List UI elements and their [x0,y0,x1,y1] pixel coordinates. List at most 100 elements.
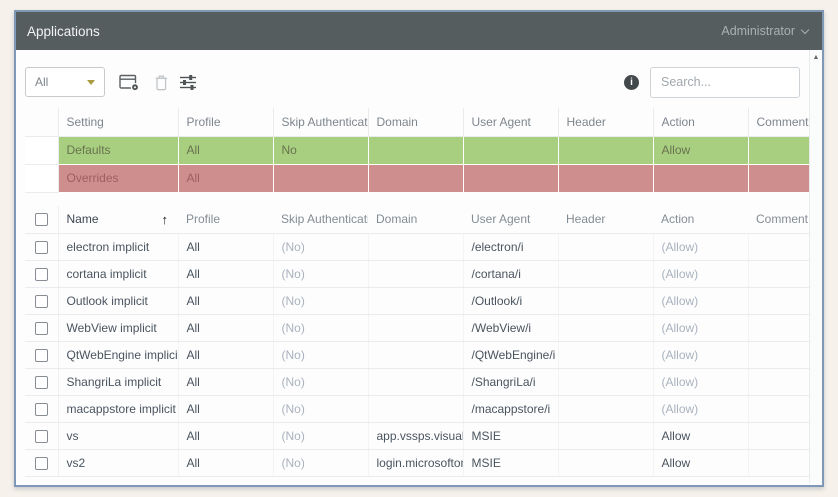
cell-setting: Defaults [58,136,179,165]
cell-domain [368,260,464,288]
column-header-header[interactable]: Header [558,108,654,137]
applications-table: Name ↑ Profile Skip Authentication Domai… [25,205,812,477]
cell-skip-authentication: (No) [273,395,369,423]
filter-select[interactable]: All [25,67,105,97]
header-lead-cell [25,108,59,137]
cell-user-agent: /Outlook/i [463,287,559,315]
user-menu-label: Administrator [721,24,795,38]
column-header-comment[interactable]: Comment [748,108,812,137]
cell-skip-authentication [273,164,369,192]
cell-user-agent: /WebView/i [463,314,559,342]
row-checkbox-cell [25,422,59,450]
column-header-profile[interactable]: Profile [178,108,274,137]
column-header-domain[interactable]: Domain [368,108,464,137]
cell-skip-authentication: (No) [273,260,369,288]
row-checkbox-cell [25,368,59,396]
cell-action: Allow [653,449,749,477]
cell-name: vs [58,422,179,450]
toolbar: All [25,60,800,104]
vertical-scrollbar[interactable]: ▲ [809,50,822,483]
row-checkbox[interactable] [34,349,48,363]
cell-header [558,368,654,396]
chevron-down-icon [800,25,810,34]
cell-name: Outlook implicit [58,287,179,315]
column-header-domain[interactable]: Domain [368,205,463,234]
cell-skip-authentication: (No) [273,314,369,342]
column-header-action[interactable]: Action [653,108,749,137]
column-header-user-agent[interactable]: User Agent [463,205,558,234]
row-checkbox[interactable] [34,241,48,255]
cell-header [558,164,654,192]
cell-comment [748,449,812,477]
cell-user-agent: MSIE [463,422,559,450]
cell-user-agent: /QtWebEngine/i [463,341,559,369]
cell-name: cortana implicit [58,260,179,288]
cell-action: (Allow) [653,233,749,261]
table-row[interactable]: electron implicit All (No) /electron/i (… [25,233,812,261]
cell-domain: app.vssps.visualst... [368,422,464,450]
defaults-row[interactable]: Defaults All No Allow [25,136,812,165]
info-icon[interactable]: i [624,74,639,90]
cell-domain [368,368,464,396]
cell-name: vs2 [58,449,179,477]
scroll-up-icon[interactable]: ▲ [812,54,820,61]
row-checkbox[interactable] [34,457,48,471]
row-checkbox[interactable] [34,322,48,336]
section-gap [25,193,800,206]
cell-profile: All [178,368,274,396]
column-header-action[interactable]: Action [653,205,748,234]
cell-comment [748,136,812,165]
add-application-icon[interactable] [119,73,140,92]
column-header-setting[interactable]: Setting [58,108,179,137]
cell-skip-authentication: (No) [273,233,369,261]
column-header-skip-authentication[interactable]: Skip Authentication [273,108,369,137]
table-row[interactable]: cortana implicit All (No) /cortana/i (Al… [25,260,812,288]
cell-action: (Allow) [653,395,749,423]
panel-body: All [16,50,822,483]
cell-user-agent: /electron/i [463,233,559,261]
cell-comment [748,395,812,423]
cell-name: WebView implicit [58,314,179,342]
cell-domain [368,287,464,315]
cell-header [558,287,654,315]
column-header-name[interactable]: Name ↑ [58,205,178,234]
row-checkbox[interactable] [34,403,48,417]
table-row[interactable]: macappstore implicit All (No) /macappsto… [25,395,812,423]
table-row[interactable]: vs2 All (No) login.microsoftonl... MSIE … [25,449,812,477]
cell-action: (Allow) [653,368,749,396]
filter-icon[interactable] [179,74,197,91]
search-input[interactable] [650,66,800,98]
cell-name: electron implicit [58,233,179,261]
sort-ascending-icon[interactable]: ↑ [161,211,169,227]
row-checkbox[interactable] [34,376,48,390]
cell-header [558,233,654,261]
row-checkbox[interactable] [34,295,48,309]
column-header-profile[interactable]: Profile [178,205,273,234]
column-header-skip-authentication[interactable]: Skip Authentication [273,205,368,234]
table-row[interactable]: WebView implicit All (No) /WebView/i (Al… [25,314,812,342]
cell-user-agent: /macappstore/i [463,395,559,423]
row-checkbox-cell [25,233,59,261]
select-all-checkbox[interactable] [34,213,48,227]
row-checkbox-cell [25,341,59,369]
cell-domain [368,395,464,423]
table-row[interactable]: Outlook implicit All (No) /Outlook/i (Al… [25,287,812,315]
cell-user-agent: /ShangriLa/i [463,368,559,396]
cell-comment [748,233,812,261]
column-header-header[interactable]: Header [558,205,653,234]
user-menu[interactable]: Administrator [721,24,810,38]
row-checkbox[interactable] [34,268,48,282]
cell-profile: All [178,422,274,450]
table-row[interactable]: ShangriLa implicit All (No) /ShangriLa/i… [25,368,812,396]
overrides-row[interactable]: Overrides All [25,164,812,193]
column-header-comment[interactable]: Comment [748,205,812,234]
column-header-user-agent[interactable]: User Agent [463,108,559,137]
cell-name: macappstore implicit [58,395,179,423]
delete-icon[interactable] [154,73,169,92]
row-checkbox[interactable] [34,430,48,444]
title-bar: Applications Administrator [16,12,822,50]
cell-profile: All [178,260,274,288]
table-row[interactable]: QtWebEngine implicit All (No) /QtWebEngi… [25,341,812,369]
table-row[interactable]: vs All (No) app.vssps.visualst... MSIE A… [25,422,812,450]
cell-profile: All [178,164,274,192]
